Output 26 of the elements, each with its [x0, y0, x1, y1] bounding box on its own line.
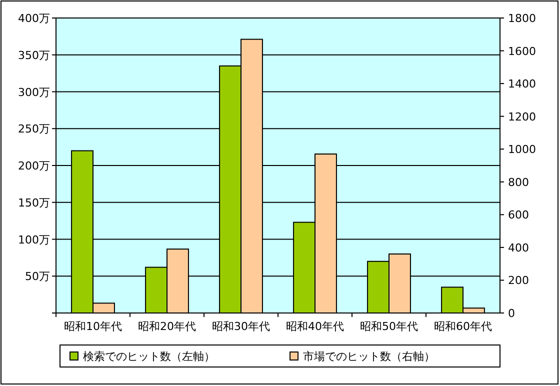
y2-tick-label: 0 — [508, 307, 515, 320]
y-tick-label: 100万 — [18, 233, 50, 246]
y2-tick-label: 1000 — [508, 143, 536, 156]
y-tick-label: 250万 — [18, 122, 50, 136]
legend-label: 市場でのヒット数（右軸） — [303, 350, 435, 363]
x-tick-label: 昭和50年代 — [360, 320, 418, 333]
x-tick-label: 昭和30年代 — [212, 320, 270, 333]
y2-tick-label: 400 — [508, 241, 529, 254]
x-tick-label: 昭和10年代 — [64, 320, 122, 333]
y2-tick-label: 800 — [508, 176, 529, 189]
x-tick-label: 昭和60年代 — [434, 320, 492, 333]
y-tick-label: 50万 — [25, 270, 50, 284]
legend-label: 検索でのヒット数（左軸） — [83, 350, 215, 363]
y2-tick-label: 200 — [508, 274, 529, 288]
y2-tick-label: 1800 — [508, 12, 536, 25]
x-tick-label: 昭和40年代 — [286, 320, 344, 333]
y2-tick-label: 600 — [508, 208, 529, 222]
y2-tick-label: 1400 — [508, 78, 536, 91]
y-tick-label: 300万 — [18, 86, 50, 99]
y-tick-label: 200万 — [18, 160, 50, 172]
y2-tick-label: 1200 — [508, 110, 536, 124]
y-tick-label: 400万 — [18, 12, 50, 25]
y2-tick-label: 1600 — [508, 44, 536, 58]
y-tick-label: 350万 — [18, 48, 50, 62]
y-tick-label: 150万 — [18, 196, 50, 210]
x-tick-label: 昭和20年代 — [138, 320, 196, 333]
